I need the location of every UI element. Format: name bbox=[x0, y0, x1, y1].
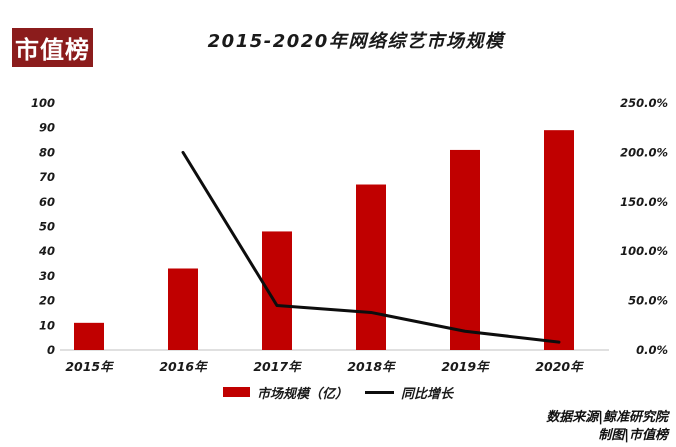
data-source-credit: 数据来源|鲸准研究院 bbox=[546, 410, 668, 425]
x-axis-label-2020年: 2020年 bbox=[535, 359, 584, 374]
legend-bar-swatch bbox=[222, 387, 250, 397]
y-axis-left-tick: 100 bbox=[31, 96, 55, 110]
y-axis-left-tick: 40 bbox=[38, 244, 55, 258]
author-credit: 制图|市值榜 bbox=[598, 428, 668, 443]
y-axis-left-tick: 10 bbox=[39, 318, 55, 332]
x-axis-label-2015年: 2015年 bbox=[65, 359, 114, 374]
x-axis-label-2018年: 2018年 bbox=[347, 359, 396, 374]
y-axis-left-tick: 60 bbox=[39, 195, 55, 209]
y-axis-right-tick: 150.0% bbox=[620, 195, 668, 209]
bar-2018年 bbox=[356, 184, 386, 350]
y-axis-right-tick: 50.0% bbox=[628, 294, 668, 308]
y-axis-left-tick: 50 bbox=[39, 220, 55, 234]
bar-2019年 bbox=[450, 149, 480, 350]
y-axis-left-tick: 20 bbox=[39, 294, 55, 308]
x-axis-label-2016年: 2016年 bbox=[159, 359, 208, 374]
y-axis-right-tick: 200.0% bbox=[620, 145, 668, 159]
y-axis-left-tick: 80 bbox=[39, 145, 55, 159]
growth-line bbox=[181, 150, 561, 344]
x-axis-label-2019年: 2019年 bbox=[441, 359, 490, 374]
chart-title: 2015-2020年网络综艺市场规模 bbox=[207, 31, 505, 52]
y-axis-left-tick: 0 bbox=[47, 343, 55, 357]
legend-bar-label: 市场规模（亿） bbox=[256, 386, 348, 402]
x-axis-label-2017年: 2017年 bbox=[253, 359, 302, 374]
legend-line-swatch bbox=[365, 390, 394, 394]
y-axis-left-tick: 90 bbox=[39, 121, 55, 135]
chart-legend: 市场规模（亿） 同比增长 bbox=[0, 383, 676, 402]
y-axis-right-tick: 0.0% bbox=[636, 343, 668, 357]
y-axis-left-tick: 30 bbox=[39, 269, 55, 283]
legend-line-label: 同比增长 bbox=[401, 386, 454, 402]
bar-2020年 bbox=[544, 130, 574, 350]
bar-2016年 bbox=[168, 268, 198, 350]
y-axis-right-tick: 100.0% bbox=[620, 244, 668, 258]
y-axis-right-tick: 250.0% bbox=[620, 96, 668, 110]
bar-2015年 bbox=[74, 322, 104, 350]
brand-logo: 市值榜 bbox=[12, 28, 93, 67]
chart-footer: 数据来源|鲸准研究院 制图|市值榜 bbox=[546, 409, 668, 445]
brand-logo-text: 市值榜 bbox=[15, 36, 90, 64]
y-axis-left-tick: 70 bbox=[39, 170, 55, 184]
